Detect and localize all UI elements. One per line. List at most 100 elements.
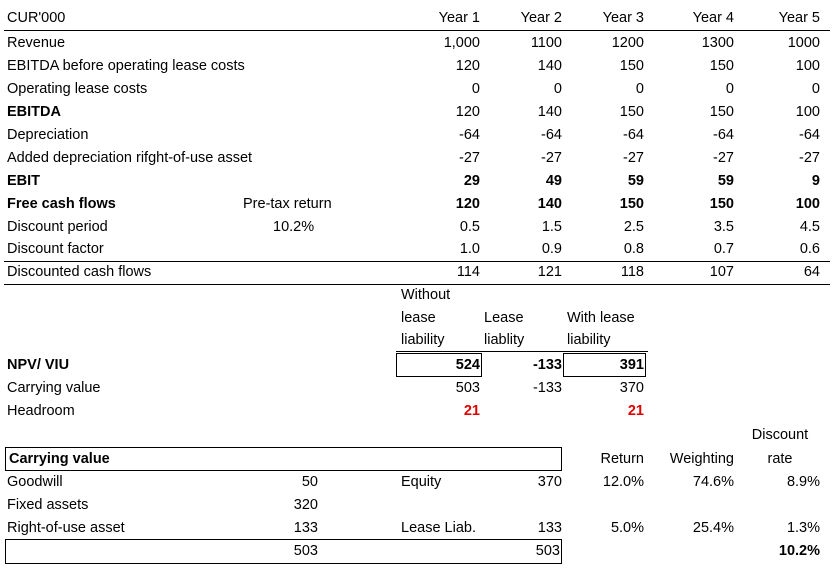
table-cell: 0.5: [459, 219, 480, 235]
table-cell: 3.5: [713, 219, 734, 235]
table-cell: -64: [623, 127, 644, 143]
year-2-header: Year 2: [520, 10, 562, 26]
asset-label: Goodwill: [7, 474, 63, 490]
row-label: Carrying value: [7, 380, 101, 396]
table-cell: 114: [456, 264, 480, 280]
table-cell: 49: [545, 173, 562, 189]
assets-total: 503: [293, 543, 318, 559]
table-cell: 0: [811, 81, 820, 97]
without-header-line3: liability: [401, 332, 445, 348]
funding-return: 5.0%: [610, 520, 644, 536]
table-cell: 0.7: [713, 241, 734, 257]
asset-value: 133: [293, 520, 318, 536]
table-cell: 120: [455, 58, 480, 74]
with-header-line2: liability: [567, 332, 611, 348]
weighting-header: Weighting: [669, 451, 734, 467]
carrying-without-value: 503: [455, 380, 480, 396]
table-cell: 121: [537, 264, 562, 280]
return-header: Return: [600, 451, 644, 467]
discount-rate-header-line1: Discount: [751, 427, 809, 443]
table-cell: 140: [537, 104, 562, 120]
row-label: Discounted cash flows: [7, 264, 152, 280]
table-cell: -64: [713, 127, 734, 143]
table-cell: 4.5: [799, 219, 820, 235]
table-cell: 0.6: [799, 241, 820, 257]
row-label: EBITDA before operating lease costs: [7, 58, 245, 74]
with-header-line1: With lease: [567, 310, 635, 326]
table-cell: -27: [459, 150, 480, 166]
table-cell: 0.9: [541, 241, 562, 257]
year-1-header: Year 1: [438, 10, 480, 26]
table-cell: 29: [463, 173, 480, 189]
row-label: Revenue: [7, 35, 66, 51]
table-cell: 100: [795, 196, 820, 212]
table-cell: 0: [471, 81, 480, 97]
year-5-header: Year 5: [778, 10, 820, 26]
table-cell: 150: [709, 196, 734, 212]
asset-label: Fixed assets: [7, 497, 89, 513]
row-label: Added depreciation rifght-of-use asset: [7, 150, 253, 166]
table-cell: 150: [619, 104, 644, 120]
table-cell: 1200: [611, 35, 644, 51]
table-cell: -27: [623, 150, 644, 166]
table-cell: -27: [799, 150, 820, 166]
carrying-title: Carrying value: [9, 451, 110, 467]
table-cell: 150: [709, 104, 734, 120]
row-label: EBIT: [7, 173, 41, 189]
table-cell: 118: [620, 264, 644, 280]
npv-without-box: [396, 353, 482, 377]
row-label: Free cash flows: [7, 196, 116, 212]
carrying-with-value: 370: [619, 380, 644, 396]
divider: [4, 261, 830, 262]
pretax-return-label: Pre-tax return: [243, 196, 332, 212]
funding-label: Lease Liab.: [401, 520, 476, 536]
funding-value: 370: [537, 474, 562, 490]
headroom-without-value: 21: [463, 403, 480, 419]
table-cell: 1300: [701, 35, 734, 51]
table-cell: 1000: [787, 35, 820, 51]
npv-lease-value: -133: [532, 357, 562, 373]
table-cell: -27: [541, 150, 562, 166]
table-cell: -64: [799, 127, 820, 143]
funding-return: 12.0%: [602, 474, 644, 490]
discount-rate-header-line2: rate: [767, 451, 793, 467]
row-label: Discount period: [7, 219, 108, 235]
without-header-line2: lease: [401, 310, 436, 326]
table-cell: 150: [619, 196, 644, 212]
table-cell: 1.0: [459, 241, 480, 257]
table-cell: 140: [537, 58, 562, 74]
table-cell: 0: [725, 81, 734, 97]
table-cell: 0.8: [623, 241, 644, 257]
funding-rate: 1.3%: [786, 520, 820, 536]
table-cell: 150: [619, 58, 644, 74]
discount-rate-total: 10.2%: [778, 543, 820, 559]
table-cell: 100: [795, 58, 820, 74]
row-label: NPV/ VIU: [7, 357, 70, 373]
table-cell: 59: [717, 173, 734, 189]
carrying-lease-value: -133: [532, 380, 562, 396]
table-cell: 64: [803, 264, 820, 280]
row-label: EBITDA: [7, 104, 61, 120]
npv-with-value: 391: [619, 357, 644, 373]
table-cell: 9: [811, 173, 820, 189]
asset-value: 50: [301, 474, 318, 490]
table-cell: 1100: [530, 35, 562, 51]
table-cell: 150: [709, 58, 734, 74]
npv-header-underline: [396, 351, 648, 352]
header-underline: [4, 30, 830, 31]
year-3-header: Year 3: [602, 10, 644, 26]
table-cell: 2.5: [623, 219, 644, 235]
npv-with-box: [563, 353, 646, 377]
table-cell: 0: [553, 81, 562, 97]
table-cell: 0: [635, 81, 644, 97]
lease-header-line1: Lease: [484, 310, 524, 326]
row-label: Operating lease costs: [7, 81, 148, 97]
funding-weighting: 25.4%: [692, 520, 734, 536]
divider: [4, 284, 830, 285]
headroom-with-value: 21: [627, 403, 644, 419]
row-label: Depreciation: [7, 127, 89, 143]
funding-value: 133: [537, 520, 562, 536]
asset-label: Right-of-use asset: [7, 520, 125, 536]
row-label: Discount factor: [7, 241, 104, 257]
funding-weighting: 74.6%: [692, 474, 734, 490]
